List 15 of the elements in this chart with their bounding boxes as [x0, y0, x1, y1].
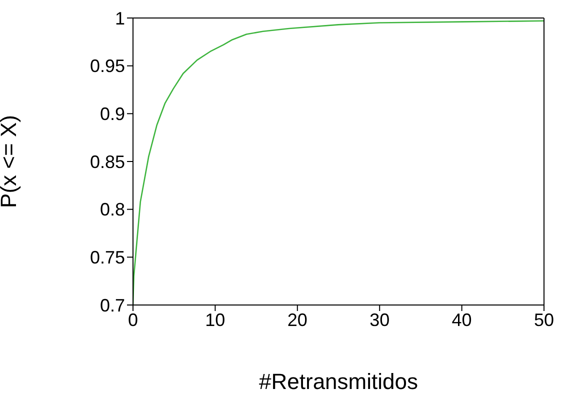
x-axis-title: #Retransmitidos	[259, 369, 418, 394]
x-tick-label: 40	[452, 310, 472, 330]
y-tick-label: 0.8	[100, 200, 125, 220]
y-tick-label: 1	[114, 8, 125, 28]
x-tick-label: 10	[205, 310, 226, 330]
x-tick-label: 0	[128, 310, 138, 330]
y-tick-label: 0.95	[90, 56, 125, 76]
y-tick-label: 0.7	[100, 295, 125, 316]
y-tick-label: 0.85	[90, 152, 125, 172]
y-tick-label: 0.9	[100, 104, 125, 124]
y-tick-label: 0.75	[90, 248, 125, 268]
x-tick-label: 30	[370, 310, 390, 330]
y-axis-title: P(x <= X)	[0, 115, 21, 208]
x-tick-label: 50	[534, 310, 554, 330]
x-tick-label: 20	[287, 310, 308, 330]
